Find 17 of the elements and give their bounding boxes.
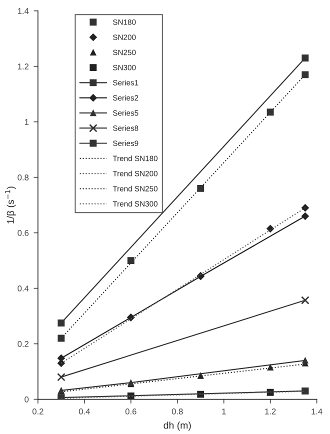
y-tick-label: 0.8 — [18, 174, 29, 180]
y-tick-label: 0 — [24, 396, 29, 402]
y-tick-label: 0.4 — [18, 286, 29, 292]
x-tick-label: 1 — [222, 408, 226, 414]
y-tick-label: 1.4 — [18, 8, 29, 14]
y-axis-title: 1/β (s$^{−1}$) — [5, 186, 16, 224]
x-axis-title: dh (m) — [164, 422, 191, 431]
x-tick-label: 0.8 — [172, 408, 183, 414]
y-tick-label: 1 — [24, 119, 29, 125]
x-tick-label: 0.6 — [125, 408, 136, 414]
x-tick-label: 1.4 — [312, 408, 322, 414]
y-tick-label: 0.6 — [18, 230, 29, 236]
y-tick-label: 1.2 — [18, 64, 29, 70]
x-tick-label: 1.2 — [265, 408, 276, 414]
y-tick-label: 0.2 — [18, 340, 29, 347]
x-tick-label: 0.4 — [78, 408, 90, 414]
x-tick-label: 0.2 — [32, 408, 44, 414]
